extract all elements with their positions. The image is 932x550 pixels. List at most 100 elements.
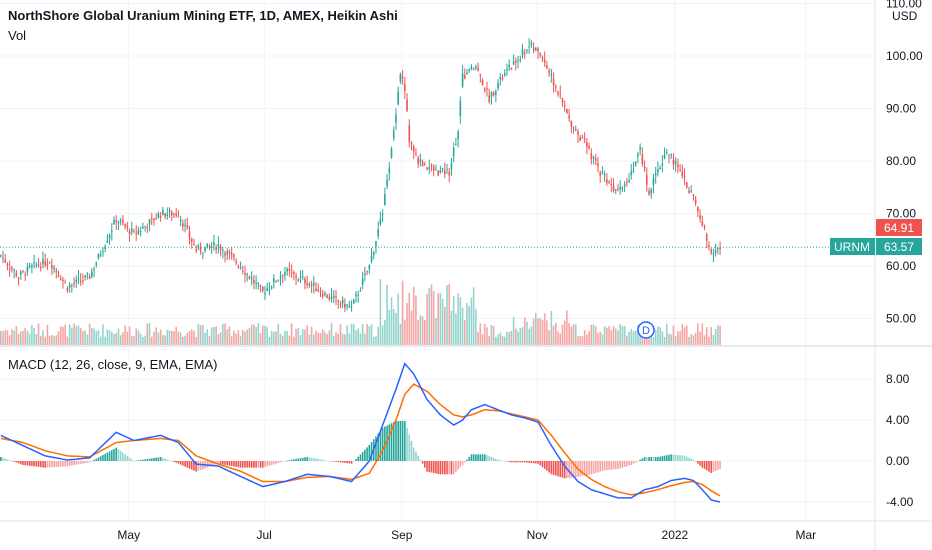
macd-histogram-bar [539, 461, 542, 466]
macd-histogram-bar [261, 461, 264, 468]
macd-histogram-bar [441, 461, 444, 475]
volume-bar [437, 293, 439, 345]
candle-body [395, 115, 397, 123]
volume-bar [17, 333, 20, 345]
candle-body [28, 266, 31, 268]
candle-body [628, 180, 630, 183]
candle-body [637, 154, 639, 157]
candle-body [33, 262, 35, 264]
candle-body [224, 253, 226, 256]
macd-histogram-bar [330, 461, 333, 462]
candle-body [146, 227, 149, 229]
volume-bar [230, 336, 233, 345]
candle-body [39, 267, 42, 269]
candle-body [215, 247, 217, 250]
candle-body [634, 161, 637, 165]
candle-body [404, 84, 406, 91]
volume-bar [486, 327, 488, 345]
candle-body [679, 169, 681, 171]
macd-histogram-bar [164, 458, 166, 461]
candle-body [301, 276, 304, 278]
macd-histogram-bar [150, 458, 153, 461]
macd-histogram-bar [426, 461, 428, 472]
volume-bar [166, 329, 169, 345]
macd-histogram-bar [295, 459, 297, 461]
candle-body [308, 283, 311, 285]
macd-histogram-bar [395, 421, 397, 461]
macd-histogram-bar [705, 461, 708, 471]
macd-histogram-bar [401, 421, 404, 461]
candle-body [448, 171, 451, 176]
macd-legend[interactable]: MACD (12, 26, close, 9, EMA, EMA) [8, 357, 218, 372]
candle-body [128, 231, 131, 235]
macd-histogram-bar [548, 461, 550, 473]
price-axis[interactable]: 110.00 100.00 90.00 80.00 70.00 60.00 50.00 [886, 0, 923, 326]
volume-bar [355, 330, 357, 345]
volume-bar [213, 327, 215, 345]
volume-bar [286, 331, 288, 345]
macd-histogram-bar [497, 459, 499, 461]
candle-body [699, 215, 701, 220]
volume-bar [450, 310, 453, 345]
macd-histogram-bar [2, 457, 4, 461]
macd-axis[interactable]: 8.00 4.00 0.00 -4.00 [886, 372, 914, 509]
volume-bar [444, 306, 446, 345]
macd-histogram-bar [510, 461, 513, 463]
macd-histogram-bar [444, 461, 446, 475]
candle-body [532, 47, 535, 51]
volume-bar [386, 284, 388, 345]
volume-bar [563, 320, 566, 345]
candle-body [22, 271, 24, 273]
time-axis[interactable]: May Jul Sep Nov 2022 Mar [117, 528, 816, 542]
macd-histogram-bar [224, 461, 226, 465]
candle-body [710, 249, 712, 253]
candle-body [428, 167, 431, 170]
macd-histogram-bar [412, 447, 415, 461]
volume-bar [37, 323, 40, 345]
candle-body [677, 164, 679, 167]
volume-bar [666, 323, 668, 345]
candle-body [55, 270, 58, 272]
volume-bar [0, 330, 2, 345]
candle-body [124, 224, 126, 227]
candle-body [24, 274, 27, 276]
volume-bar [712, 334, 715, 345]
candle-body [266, 288, 268, 291]
volume-bar [652, 336, 655, 345]
macd-histogram-bar [512, 461, 515, 463]
volume-bar [370, 324, 373, 345]
candle-body [93, 269, 95, 271]
volume-bar [375, 336, 377, 345]
macd-histogram-bar [359, 454, 362, 461]
volume-bar [2, 331, 4, 345]
candle-body [304, 278, 306, 284]
macd-histogram-bar [53, 461, 55, 468]
volume-bar [113, 334, 115, 345]
candle-body [694, 199, 697, 204]
candle-body [588, 146, 590, 149]
dividend-marker[interactable]: D [637, 321, 655, 339]
chart-title[interactable]: NorthShore Global Uranium Mining ETF, 1D… [8, 8, 398, 23]
candle-body [610, 183, 613, 185]
volume-bar [650, 331, 653, 345]
candle-body [42, 258, 44, 264]
macd-histogram-bar [246, 461, 249, 468]
volume-bar [188, 331, 191, 345]
price-tick-label: 70.00 [886, 207, 916, 221]
time-tick-label: Jul [257, 528, 272, 542]
macd-histogram-bar [439, 461, 442, 475]
volume-bar [33, 328, 35, 345]
candle-body [432, 166, 435, 171]
candle-body [483, 88, 486, 91]
volume-bar [408, 292, 411, 345]
macd-histogram-bar [237, 461, 240, 468]
candle-body [490, 92, 493, 97]
symbol-badge[interactable]: URNM [830, 238, 875, 255]
volume-bar [617, 330, 619, 345]
volume-legend[interactable]: Vol [8, 28, 27, 43]
volume-bar [202, 324, 204, 345]
volume-bar [73, 323, 75, 345]
volume-bar [297, 328, 300, 345]
volume-bar [372, 336, 375, 345]
